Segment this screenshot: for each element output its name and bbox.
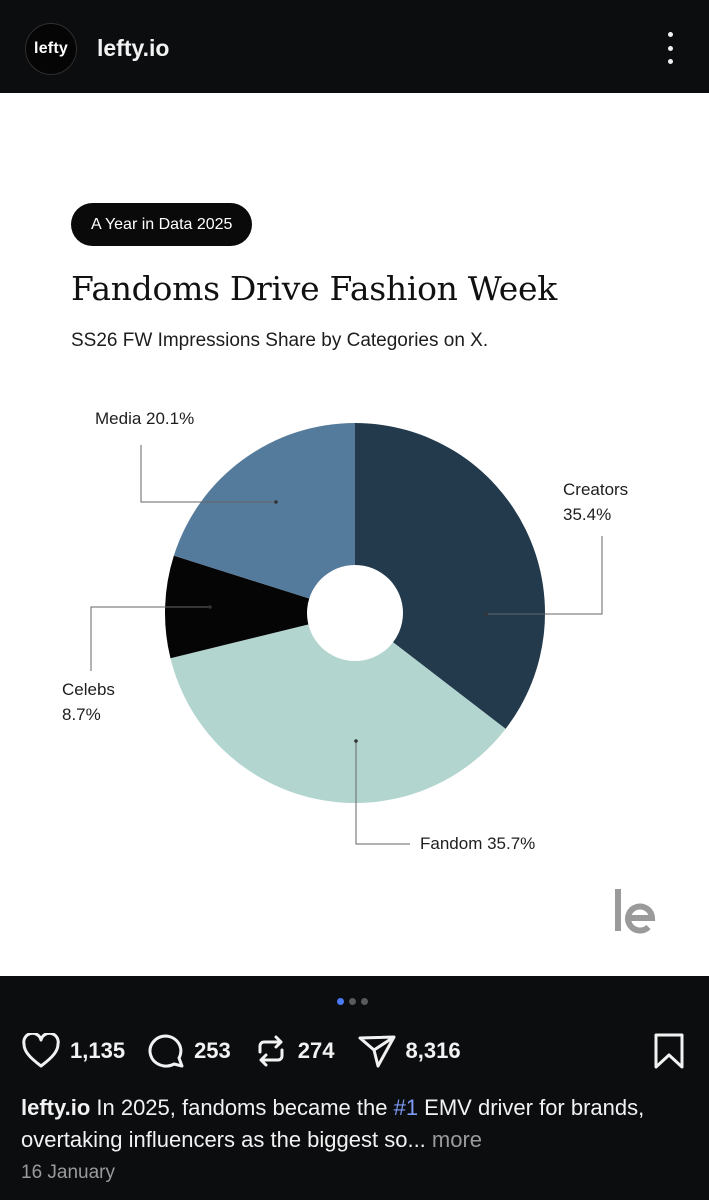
donut-hole bbox=[307, 565, 403, 661]
repost-count: 274 bbox=[297, 1038, 335, 1063]
lefty-logo bbox=[615, 889, 656, 934]
creators-leader bbox=[486, 536, 603, 615]
slice-creators bbox=[355, 423, 545, 729]
action-bar: 1,135 253 274 8,316 bbox=[21, 1033, 483, 1069]
label-creators-name: Creators bbox=[563, 480, 628, 499]
post-footer: 1,135 253 274 8,316 lefty.io In 2025, fa… bbox=[0, 976, 709, 1200]
label-creators-value: 35.4% bbox=[563, 505, 611, 524]
caption-more-link[interactable]: more bbox=[425, 1127, 483, 1152]
label-fandom: Fandom 35.7% bbox=[420, 834, 535, 853]
like-count: 1,135 bbox=[70, 1038, 126, 1063]
repost-icon[interactable] bbox=[253, 1033, 289, 1069]
like-action[interactable]: 1,135 bbox=[21, 1033, 125, 1069]
caption-hashtag[interactable]: #1 bbox=[393, 1095, 419, 1120]
post-caption: lefty.io In 2025, fandoms became the #1 … bbox=[21, 1092, 691, 1156]
caption-username[interactable]: lefty.io bbox=[21, 1095, 91, 1120]
media-leader bbox=[140, 445, 276, 503]
carousel-dot-active bbox=[337, 998, 344, 1005]
bookmark-icon[interactable] bbox=[652, 1032, 686, 1070]
slice-celebs bbox=[164, 555, 355, 659]
slice-fandom bbox=[170, 613, 506, 803]
share-count: 8,316 bbox=[405, 1038, 461, 1063]
post-title: Fandoms Drive Fashion Week bbox=[71, 269, 557, 308]
more-vertical-icon[interactable] bbox=[660, 32, 680, 64]
post-header: lefty lefty.io bbox=[0, 0, 709, 93]
callout-dots bbox=[208, 500, 488, 743]
account-name[interactable]: lefty.io bbox=[97, 35, 170, 61]
post-image[interactable]: A Year in Data 2025 Fandoms Drive Fashio… bbox=[0, 93, 709, 976]
fandom-leader bbox=[355, 741, 410, 845]
post-date: 16 January bbox=[21, 1162, 116, 1183]
year-tag: A Year in Data 2025 bbox=[71, 203, 253, 246]
comment-action[interactable]: 253 bbox=[147, 1033, 231, 1069]
slice-media bbox=[173, 423, 355, 613]
repost-action[interactable]: 274 bbox=[253, 1033, 335, 1069]
heart-icon[interactable] bbox=[21, 1033, 61, 1069]
comment-icon[interactable] bbox=[147, 1033, 185, 1069]
label-media: Media 20.1% bbox=[95, 409, 194, 428]
share-action[interactable]: 8,316 bbox=[357, 1033, 461, 1069]
callout-lines bbox=[90, 445, 603, 845]
post-subtitle: SS26 FW Impressions Share by Categories … bbox=[71, 330, 489, 351]
caption-text-1: In 2025, fandoms became the bbox=[90, 1095, 394, 1120]
account-avatar[interactable]: lefty bbox=[25, 23, 77, 75]
comment-count: 253 bbox=[194, 1038, 231, 1063]
carousel-dot bbox=[361, 998, 368, 1005]
label-celebs-value: 8.7% bbox=[62, 705, 101, 724]
share-icon[interactable] bbox=[357, 1033, 397, 1069]
carousel-dot bbox=[349, 998, 356, 1005]
label-celebs-name: Celebs bbox=[62, 680, 115, 699]
donut-chart: Media 20.1% Creators 35.4% Celebs 8.7% F… bbox=[62, 409, 628, 853]
celebs-leader bbox=[90, 606, 210, 671]
carousel-indicator bbox=[337, 998, 368, 1005]
caption-text-2: EMV driver for brands, overtaking influe… bbox=[21, 1095, 645, 1152]
avatar-logo-text: lefty bbox=[34, 40, 68, 57]
